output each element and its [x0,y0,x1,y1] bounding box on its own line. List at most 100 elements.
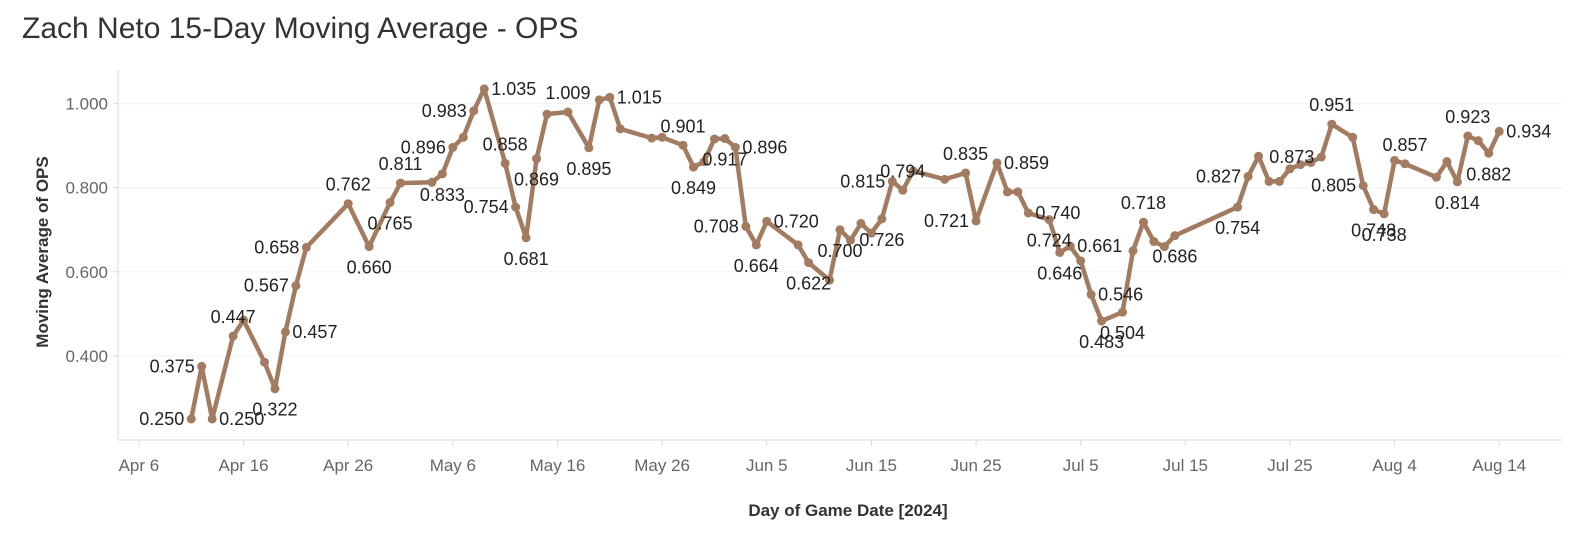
data-point [280,327,290,337]
data-label: 0.738 [1362,225,1407,245]
data-label: 0.895 [566,159,611,179]
data-point [563,107,573,117]
x-tick-label: Jul 25 [1267,456,1312,475]
data-point [396,178,406,188]
data-point [385,197,395,207]
chart-title: Zach Neto 15-Day Moving Average - OPS [22,12,579,45]
data-label: 0.811 [379,154,423,174]
y-tick-label: 0.600 [65,263,108,282]
data-label: 0.724 [1027,231,1072,251]
data-point [971,216,981,226]
x-tick-label: May 6 [430,456,476,475]
data-label: 0.721 [924,211,969,231]
x-tick-label: Jul 5 [1063,456,1099,475]
data-point [1452,177,1462,187]
data-label: 0.896 [401,137,446,157]
data-point [1358,181,1368,191]
data-label: 0.720 [774,211,819,231]
data-label: 0.983 [422,101,467,121]
data-label: 0.858 [483,134,528,154]
data-point [511,202,521,212]
data-label: 0.718 [1121,193,1166,213]
data-point [908,166,918,176]
data-label: 0.681 [504,249,549,269]
data-point [793,240,803,250]
data-point [270,384,280,394]
data-point [647,133,657,143]
data-label: 0.815 [840,171,885,191]
data-label: 0.754 [464,197,509,217]
data-label: 0.664 [734,256,779,276]
data-point [259,357,269,367]
axes [117,70,1562,441]
data-point [751,240,761,250]
data-point [542,109,552,119]
data-point [1128,246,1138,256]
data-point [866,228,876,238]
data-point [730,142,740,152]
data-point [678,140,688,150]
data-point [1316,152,1326,162]
x-axis-ticks: Apr 6 Apr 16 Apr 26 May 6 May 16 May 26 Jun 5 J… [119,440,1526,475]
data-point [1138,217,1148,227]
data-point [992,158,1002,168]
data-label: 0.833 [420,185,465,205]
data-point [594,95,604,105]
data-point [291,281,301,291]
data-label: 0.917 [702,150,747,170]
data-point [207,414,217,424]
data-point [1327,119,1337,129]
data-point [1369,205,1379,215]
data-point [657,132,667,142]
data-label: 0.869 [514,170,559,190]
data-point [1285,164,1295,174]
y-tick-label: 1.000 [65,95,108,114]
data-point [469,106,479,116]
data-point [1494,126,1504,136]
x-tick-label: Jul 15 [1163,456,1208,475]
x-tick-label: Apr 26 [323,456,373,475]
data-point [343,199,353,209]
data-label: 0.622 [786,274,831,294]
data-label: 0.835 [943,144,988,164]
data-point [1086,290,1096,300]
data-point [720,134,730,144]
data-point [1400,159,1410,169]
data-point [458,132,468,142]
data-point [605,92,615,102]
data-point [699,157,709,167]
data-point [239,315,249,325]
data-label: 0.567 [244,276,289,296]
data-point [1055,247,1065,257]
data-label: 1.035 [491,79,536,99]
data-label: 0.740 [1035,203,1080,223]
data-label: 0.646 [1037,263,1082,283]
data-point [689,162,699,172]
data-point [1431,172,1441,182]
x-tick-label: Apr 6 [119,456,160,475]
data-point [615,124,625,134]
data-point [437,169,447,179]
data-point [448,142,458,152]
data-label: 0.661 [1077,236,1122,256]
data-point [887,176,897,186]
data-label: 0.934 [1506,121,1551,141]
data-label: 0.849 [671,178,716,198]
gridlines [118,103,1562,357]
data-point [1254,151,1264,161]
data-point [1243,171,1253,181]
data-point [856,218,866,228]
data-point [228,331,238,341]
data-label: 0.686 [1152,247,1197,267]
data-point [1002,187,1012,197]
data-point [1473,136,1483,146]
data-point [940,174,950,184]
data-point [532,154,542,164]
x-axis-title: Day of Game Date [2024] [748,501,947,520]
data-point [1233,202,1243,212]
data-point [1097,316,1107,326]
data-label: 0.700 [817,241,862,261]
data-point [301,242,311,252]
x-tick-label: Apr 16 [219,456,269,475]
data-point [804,258,814,268]
